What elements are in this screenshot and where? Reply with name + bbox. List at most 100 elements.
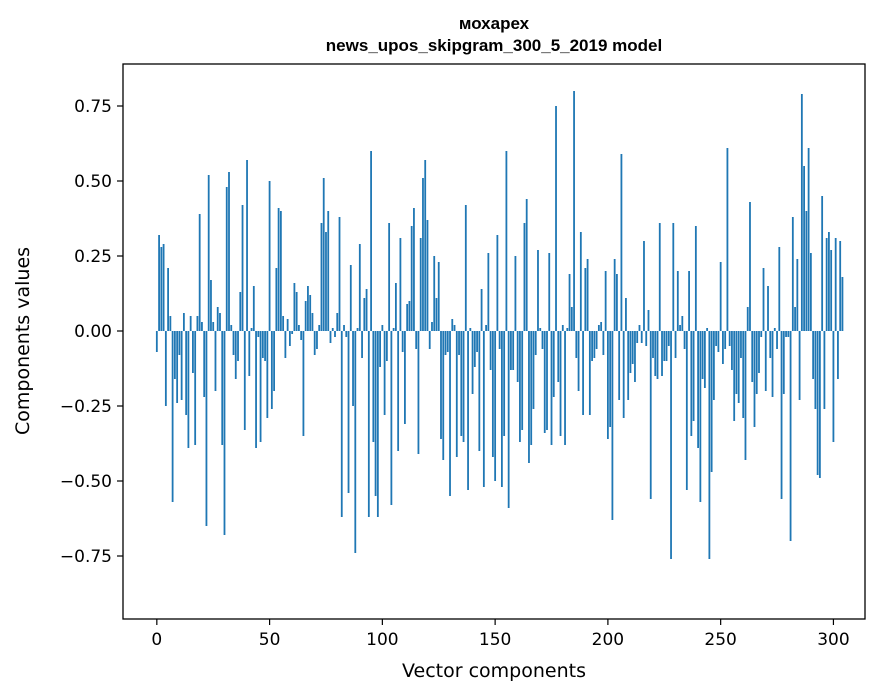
bar [219, 313, 221, 331]
bar [444, 331, 447, 355]
bar [246, 160, 248, 331]
bar [803, 166, 805, 331]
bar [800, 94, 803, 331]
bar [214, 331, 217, 391]
bar [616, 274, 618, 331]
bar [392, 328, 395, 331]
bar [758, 331, 760, 373]
y-axis-label: Components values [12, 247, 34, 435]
bar [706, 328, 709, 331]
bar [239, 292, 242, 331]
bar [417, 331, 420, 454]
bar [293, 283, 296, 331]
bar [656, 331, 659, 379]
bar [645, 331, 648, 346]
bar [600, 322, 603, 331]
bar [681, 316, 684, 331]
bar [361, 331, 363, 358]
bar [780, 331, 783, 499]
x-tick-label: 50 [259, 630, 281, 650]
bar [670, 331, 672, 559]
bar [192, 331, 194, 373]
bar [717, 331, 720, 352]
bar [243, 331, 246, 430]
bar [343, 325, 345, 331]
bar [458, 331, 460, 355]
bar [685, 331, 688, 490]
bar [568, 274, 571, 331]
bar [776, 331, 778, 349]
bar [618, 331, 621, 400]
bar [428, 331, 431, 349]
y-tick-label: 0.75 [74, 97, 112, 117]
bar [525, 199, 528, 331]
bar [367, 331, 370, 517]
chart-title-line-2: news_upos_skipgram_300_5_2019 model [326, 36, 662, 55]
bar [453, 325, 456, 331]
bar [658, 223, 661, 331]
bar [196, 316, 199, 331]
bar [449, 331, 451, 496]
bar [180, 331, 183, 400]
bar [519, 331, 521, 442]
x-tick-label: 100 [366, 630, 398, 650]
bar [609, 331, 612, 427]
bar [559, 331, 562, 436]
plot-frame [122, 63, 866, 620]
y-tick-label: 0.00 [74, 322, 112, 342]
bar [708, 331, 711, 559]
bar [505, 151, 508, 331]
bar [552, 331, 555, 397]
bar [550, 331, 553, 445]
bar [476, 331, 478, 352]
bar [715, 331, 718, 346]
bar [516, 331, 519, 382]
bar [464, 205, 467, 331]
bar [602, 331, 605, 355]
bar [173, 331, 176, 379]
bar [480, 289, 483, 331]
bar [755, 331, 758, 394]
bar [812, 331, 815, 379]
bar [216, 307, 219, 331]
bar [372, 331, 375, 442]
bar [198, 214, 201, 331]
bar [760, 331, 763, 337]
bar [433, 256, 436, 331]
bar [584, 268, 587, 331]
bar [588, 331, 591, 415]
bar [825, 238, 828, 331]
bar [406, 304, 409, 331]
bar [701, 331, 704, 379]
bar [462, 331, 465, 442]
bar [230, 325, 233, 331]
bar [597, 325, 600, 331]
bar [426, 220, 429, 331]
bar [674, 331, 677, 358]
bar [182, 313, 185, 331]
bar [485, 325, 487, 331]
bar [302, 331, 305, 436]
y-tick-label: −0.50 [60, 472, 112, 492]
bar [399, 238, 402, 331]
bar [376, 331, 379, 517]
chart-title-line-1: мохарех [459, 14, 530, 33]
bar [830, 250, 833, 331]
bar [313, 331, 316, 355]
bar [731, 331, 733, 370]
bar [814, 331, 817, 409]
bar [841, 277, 844, 331]
bar [487, 253, 490, 331]
bar [316, 331, 318, 349]
bar [521, 331, 524, 430]
bar [794, 307, 796, 331]
bar [327, 211, 330, 331]
bar [555, 106, 557, 331]
bar [532, 331, 535, 409]
bar [162, 244, 165, 331]
bar [383, 331, 386, 415]
bar [557, 331, 560, 382]
bar [275, 268, 278, 331]
bar [374, 331, 377, 496]
bar [737, 331, 740, 403]
